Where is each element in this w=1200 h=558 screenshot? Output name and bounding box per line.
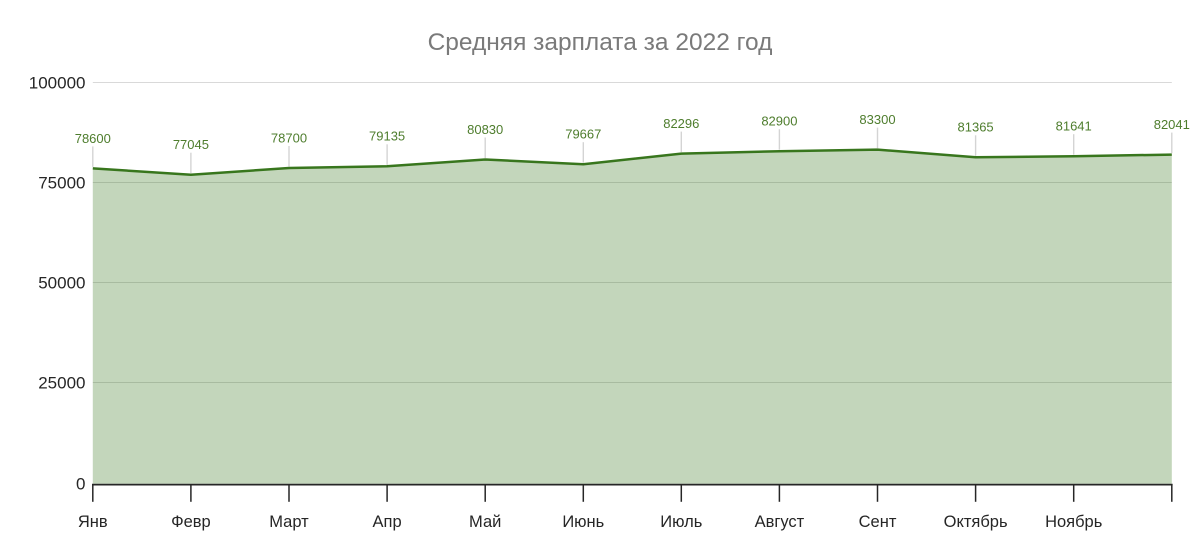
- svg-text:Ноябрь: Ноябрь: [1045, 513, 1102, 531]
- svg-text:75000: 75000: [38, 174, 85, 193]
- svg-text:Октябрь: Октябрь: [944, 513, 1008, 531]
- svg-text:81641: 81641: [1056, 119, 1092, 134]
- svg-text:Май: Май: [469, 513, 501, 531]
- svg-text:82900: 82900: [761, 114, 797, 129]
- svg-text:78700: 78700: [271, 130, 307, 145]
- svg-text:Февр: Февр: [171, 513, 211, 531]
- svg-text:Средняя зарплата за 2022 год: Средняя зарплата за 2022 год: [428, 29, 773, 56]
- svg-text:81365: 81365: [958, 120, 994, 135]
- svg-text:82296: 82296: [663, 116, 699, 131]
- svg-text:0: 0: [76, 475, 85, 494]
- svg-text:Сент: Сент: [859, 513, 897, 531]
- svg-text:Март: Март: [269, 513, 309, 531]
- svg-text:82041: 82041: [1154, 117, 1190, 132]
- svg-text:100000: 100000: [29, 74, 86, 93]
- svg-text:79667: 79667: [565, 127, 601, 142]
- svg-text:79135: 79135: [369, 129, 405, 144]
- svg-text:50000: 50000: [38, 274, 85, 293]
- svg-text:Июнь: Июнь: [562, 513, 604, 531]
- svg-text:Август: Август: [755, 513, 805, 531]
- svg-text:25000: 25000: [38, 374, 85, 393]
- svg-text:83300: 83300: [859, 112, 895, 127]
- svg-text:Янв: Янв: [78, 513, 108, 531]
- svg-text:80830: 80830: [467, 122, 503, 137]
- svg-text:Апр: Апр: [373, 513, 402, 531]
- svg-text:78600: 78600: [75, 131, 111, 146]
- svg-text:77045: 77045: [173, 137, 209, 152]
- svg-text:Июль: Июль: [660, 513, 702, 531]
